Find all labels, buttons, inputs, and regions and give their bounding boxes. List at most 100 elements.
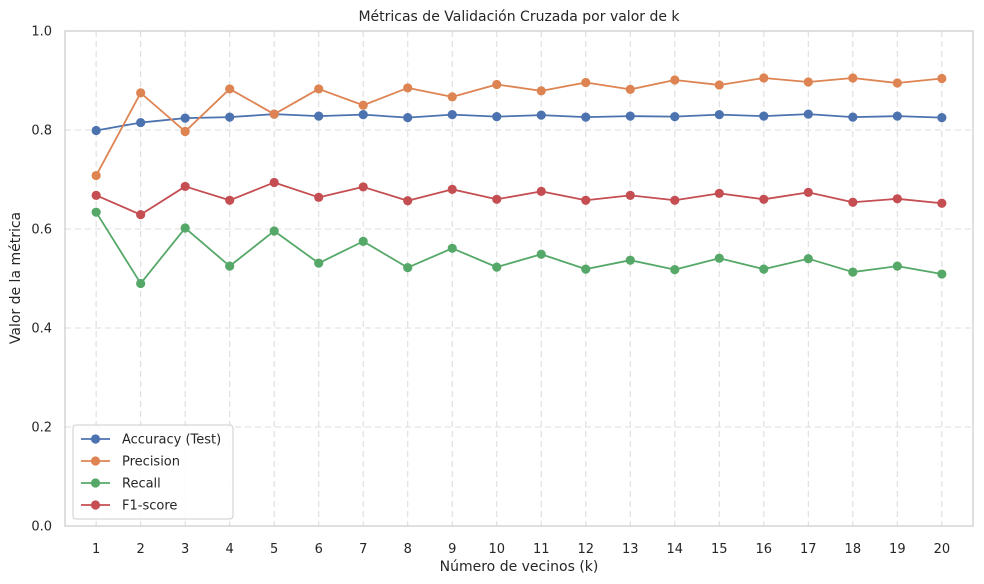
data-point: [625, 190, 635, 200]
data-point: [403, 196, 413, 206]
data-point: [358, 100, 368, 110]
y-tick-label: 0.2: [31, 421, 52, 436]
data-point: [536, 249, 546, 259]
data-point: [447, 243, 457, 253]
data-point: [848, 197, 858, 207]
data-point: [225, 84, 235, 94]
data-point: [91, 190, 101, 200]
data-point: [803, 109, 813, 119]
series-recall: [91, 207, 947, 289]
data-point: [892, 78, 902, 88]
data-point: [447, 92, 457, 102]
data-point: [625, 111, 635, 121]
data-point: [136, 117, 146, 128]
data-point: [136, 278, 146, 289]
series-line: [95, 113, 942, 132]
data-point: [180, 113, 190, 123]
data-point: [581, 264, 591, 274]
x-tick-label: 15: [711, 542, 728, 557]
x-tick-label: 12: [577, 542, 594, 557]
y-tick-label: 0.8: [31, 124, 52, 139]
x-tick-label: 1: [92, 542, 100, 557]
x-tick-label: 2: [137, 542, 145, 557]
data-point: [91, 207, 101, 217]
series-f1-score: [91, 177, 947, 220]
x-tick-label: 17: [800, 542, 817, 557]
data-point: [892, 194, 902, 204]
series-accuracy-test: [91, 109, 947, 136]
data-point: [714, 80, 724, 90]
data-point: [91, 125, 101, 136]
x-tick-label: 5: [270, 542, 278, 557]
legend-item: F1-score: [81, 499, 177, 514]
y-tick-label: 0.6: [31, 223, 52, 238]
x-tick-label: 11: [533, 542, 550, 557]
data-point: [714, 110, 724, 120]
legend-label: Recall: [122, 477, 161, 492]
x-tick-label: 7: [359, 542, 367, 557]
data-point: [759, 111, 769, 121]
data-point: [91, 170, 101, 181]
series-line: [95, 181, 942, 216]
x-tick-label: 16: [756, 542, 773, 557]
x-tick-label: 14: [667, 542, 684, 557]
x-axis-label: Número de vecinos (k): [440, 559, 599, 575]
legend-label: F1-score: [122, 499, 177, 514]
y-tick-label: 0.0: [31, 520, 52, 535]
data-point: [937, 73, 947, 84]
data-point: [892, 261, 902, 271]
data-point: [403, 83, 413, 93]
x-tick-label: 4: [226, 542, 234, 557]
legend-box: [72, 424, 234, 520]
data-point: [269, 226, 279, 236]
data-point: [581, 77, 591, 88]
x-tick-label: 19: [889, 542, 906, 557]
y-axis-label: Valor de la métrica: [8, 212, 24, 344]
legend: Accuracy (Test) Precision Recall F1-score: [72, 424, 234, 520]
legend-marker: [90, 456, 101, 466]
data-point: [536, 86, 546, 96]
data-point: [937, 198, 947, 208]
data-point: [136, 210, 146, 220]
data-point: [314, 192, 324, 202]
data-point: [848, 73, 858, 83]
data-point: [314, 258, 324, 268]
data-point: [403, 263, 413, 273]
data-point: [803, 77, 813, 87]
data-point: [714, 188, 724, 198]
data-point: [670, 264, 680, 275]
series-line: [95, 77, 942, 176]
legend-label: Precision: [122, 455, 180, 470]
data-point: [581, 195, 591, 205]
data-point: [625, 255, 635, 265]
y-tick-label: 1.0: [31, 25, 52, 40]
data-point: [803, 187, 813, 197]
data-point: [848, 112, 858, 122]
data-point: [892, 111, 902, 121]
data-point: [447, 184, 457, 194]
data-point: [536, 186, 546, 196]
data-point: [225, 261, 235, 271]
x-tick-label: 13: [622, 542, 639, 557]
data-point: [403, 113, 413, 123]
data-point: [536, 110, 546, 120]
data-point: [803, 254, 813, 264]
data-point: [225, 195, 235, 205]
x-tick-label: 3: [181, 542, 189, 557]
data-point: [314, 84, 324, 94]
y-tick-label: 0.4: [31, 322, 52, 337]
data-point: [492, 112, 502, 122]
legend-item: Recall: [81, 477, 161, 492]
x-tick-label: 6: [315, 542, 323, 557]
data-point: [759, 73, 769, 83]
legend-marker: [90, 434, 101, 444]
chart-title: Métricas de Validación Cruzada por valor…: [358, 9, 680, 25]
data-point: [269, 177, 279, 188]
x-tick-label: 10: [488, 542, 505, 557]
series-line: [95, 211, 943, 285]
data-point: [447, 110, 457, 120]
data-point: [358, 236, 368, 246]
data-point: [937, 269, 947, 279]
data-point: [670, 112, 680, 122]
